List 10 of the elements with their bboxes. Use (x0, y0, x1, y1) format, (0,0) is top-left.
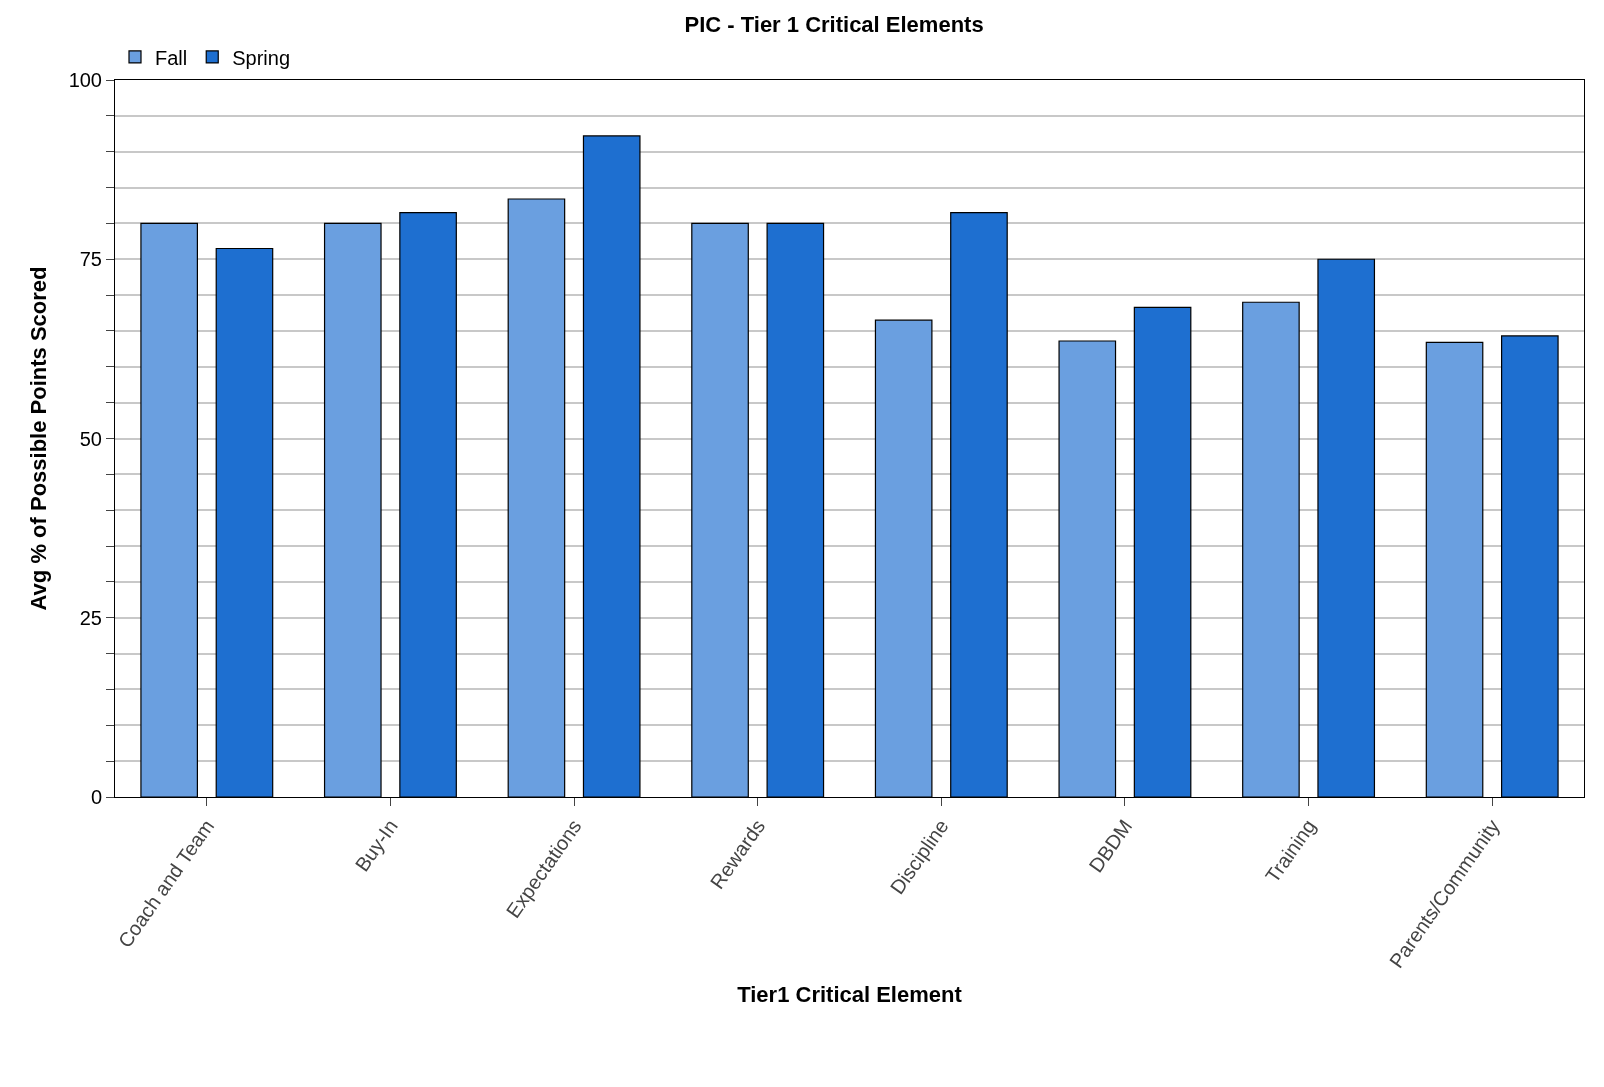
y-axis-title: Avg % of Possible Points Scored (26, 266, 52, 611)
y-tick-label: 50 (79, 427, 102, 450)
y-tick-label: 0 (90, 786, 102, 808)
x-axis-title: Tier1 Critical Element (737, 981, 963, 1007)
y-tick-label: 100 (68, 69, 102, 91)
y-tick-label: 25 (79, 606, 102, 629)
y-tick-label: 75 (79, 248, 102, 271)
legend-label: Fall (155, 46, 188, 69)
chart-title: PIC - Tier 1 Critical Elements (684, 11, 984, 37)
legend-label: Spring (232, 46, 291, 69)
